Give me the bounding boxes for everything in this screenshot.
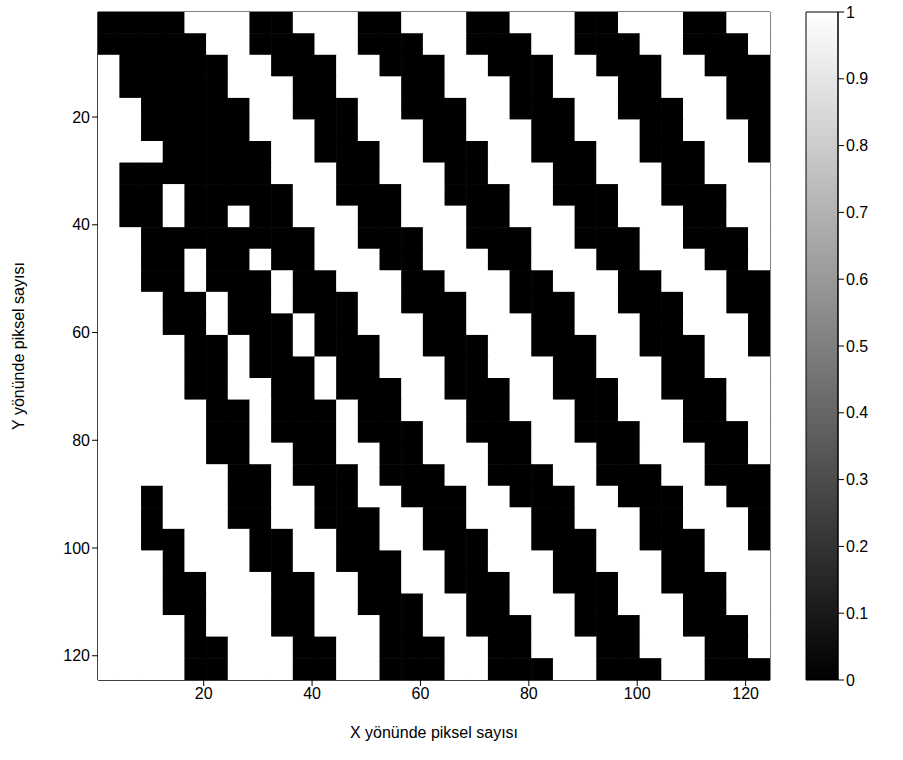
svg-text:60: 60 bbox=[72, 324, 90, 341]
svg-text:X yönünde piksel sayısı: X yönünde piksel sayısı bbox=[350, 724, 518, 741]
svg-text:120: 120 bbox=[63, 647, 90, 664]
svg-text:40: 40 bbox=[72, 216, 90, 233]
svg-text:0.1: 0.1 bbox=[846, 605, 868, 622]
svg-text:0.7: 0.7 bbox=[846, 204, 868, 221]
svg-text:40: 40 bbox=[303, 685, 321, 702]
svg-text:0: 0 bbox=[846, 672, 855, 689]
svg-text:Y yönünde piksel sayısı: Y yönünde piksel sayısı bbox=[10, 262, 27, 430]
svg-text:20: 20 bbox=[72, 109, 90, 126]
svg-text:0.9: 0.9 bbox=[846, 70, 868, 87]
svg-text:80: 80 bbox=[520, 685, 538, 702]
svg-text:100: 100 bbox=[63, 540, 90, 557]
svg-text:0.8: 0.8 bbox=[846, 137, 868, 154]
svg-text:100: 100 bbox=[624, 685, 651, 702]
svg-text:60: 60 bbox=[412, 685, 430, 702]
svg-text:0.4: 0.4 bbox=[846, 404, 868, 421]
svg-text:1: 1 bbox=[846, 4, 855, 21]
svg-text:0.6: 0.6 bbox=[846, 271, 868, 288]
svg-text:120: 120 bbox=[732, 685, 759, 702]
svg-text:0.2: 0.2 bbox=[846, 538, 868, 555]
svg-text:0.5: 0.5 bbox=[846, 338, 868, 355]
svg-text:20: 20 bbox=[195, 685, 213, 702]
svg-text:0.3: 0.3 bbox=[846, 471, 868, 488]
svg-text:80: 80 bbox=[72, 432, 90, 449]
